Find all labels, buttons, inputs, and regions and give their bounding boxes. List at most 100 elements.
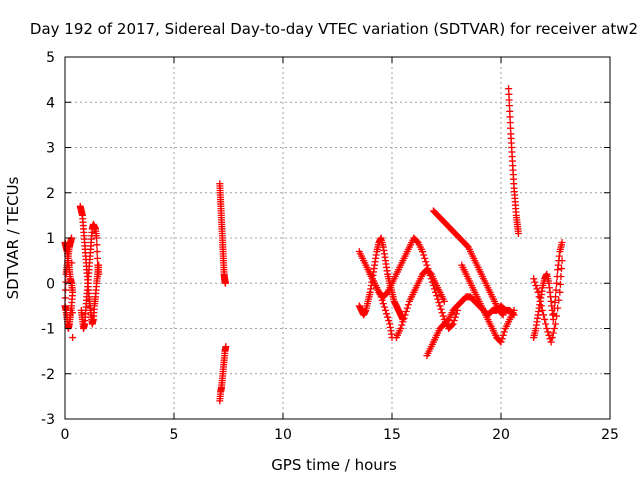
data-point <box>384 313 392 321</box>
data-point <box>419 248 427 256</box>
data-point <box>401 311 409 319</box>
data-point <box>398 321 406 329</box>
y-tick-label: 3 <box>46 141 55 157</box>
data-point <box>555 296 563 304</box>
y-tick-label: 2 <box>46 186 55 202</box>
x-tick-label: 5 <box>170 427 179 443</box>
data-point <box>498 310 506 318</box>
data-point <box>420 251 428 259</box>
data-point <box>558 239 566 247</box>
series-arc-1c <box>77 220 103 332</box>
series-arc-6 <box>392 266 448 342</box>
data-point <box>533 285 541 293</box>
data-point <box>380 303 388 311</box>
data-point <box>68 309 76 317</box>
y-tick-label: 0 <box>46 276 55 292</box>
data-point <box>95 270 103 278</box>
data-point <box>402 308 410 316</box>
series-arc-9 <box>458 261 518 346</box>
data-point <box>556 280 564 288</box>
data-point <box>550 325 558 332</box>
data-point <box>498 335 506 343</box>
data-point <box>532 282 540 290</box>
data-point <box>381 306 389 314</box>
data-point <box>553 279 561 287</box>
data-point <box>557 272 565 280</box>
data-point <box>540 311 548 319</box>
series-arc-2 <box>216 180 229 287</box>
data-point <box>558 257 566 265</box>
data-point <box>397 325 405 332</box>
data-point <box>499 311 507 319</box>
data-point <box>400 314 408 322</box>
data-point <box>543 325 551 332</box>
y-tick-label: 5 <box>46 50 55 66</box>
data-point <box>552 293 559 301</box>
x-tick-label: 25 <box>601 427 619 443</box>
data-point <box>62 286 70 294</box>
data-point <box>440 297 448 305</box>
data-point <box>435 298 443 306</box>
axis-ticks: 0 5 10 15 20 25 -3 -2 -1 0 1 2 3 4 5 <box>41 50 619 443</box>
data-point <box>510 306 518 314</box>
series-arc-1a <box>61 234 77 342</box>
y-tick-label: 1 <box>46 231 55 247</box>
y-axis-label: SDTVAR / TECUs <box>4 176 22 299</box>
data-point <box>62 278 70 286</box>
data-point <box>536 297 544 305</box>
data-point <box>403 304 411 312</box>
data-point <box>499 331 507 339</box>
data-point <box>542 320 550 328</box>
x-tick-label: 0 <box>61 427 70 443</box>
data-point <box>538 306 546 314</box>
data-point <box>549 329 557 337</box>
series-arc-11 <box>530 239 566 342</box>
data-point <box>379 300 387 308</box>
data-point <box>385 317 393 325</box>
data-point <box>68 284 76 292</box>
data-point <box>69 334 77 342</box>
data-point <box>93 254 101 262</box>
data-point <box>530 275 538 283</box>
data-point <box>221 279 229 287</box>
x-tick-label: 15 <box>383 427 401 443</box>
data-point <box>450 317 458 325</box>
data-point <box>552 320 559 328</box>
data-point <box>437 305 445 313</box>
data-point <box>514 229 522 237</box>
x-axis-label: GPS time / hours <box>271 456 397 474</box>
x-tick-label: 10 <box>274 427 292 443</box>
data-point <box>93 248 101 256</box>
y-tick-label: -2 <box>41 367 55 383</box>
data-point <box>68 259 76 267</box>
data-point <box>222 343 230 351</box>
data-point <box>553 312 561 320</box>
data-point <box>534 288 542 296</box>
data-point <box>544 328 552 336</box>
y-tick-label: -3 <box>41 412 55 428</box>
data-point <box>383 310 391 318</box>
series-arc-12 <box>530 257 566 346</box>
data-points <box>61 85 566 405</box>
grid-lines <box>65 57 610 419</box>
series-arc-3 <box>216 343 230 405</box>
data-point <box>554 304 562 312</box>
series-arc-8 <box>429 207 507 319</box>
data-point <box>535 293 543 301</box>
data-point <box>433 292 441 300</box>
data-point <box>531 278 539 286</box>
data-point <box>541 315 549 323</box>
x-tick-label: 20 <box>492 427 510 443</box>
data-point <box>421 254 429 262</box>
series-arc-4a <box>355 234 407 323</box>
data-point <box>497 338 505 346</box>
data-point <box>452 310 460 318</box>
data-point <box>556 288 564 296</box>
data-point <box>547 338 555 346</box>
data-point <box>552 286 560 294</box>
chart-title: Day 192 of 2017, Sidereal Day-to-day VTE… <box>30 20 638 38</box>
data-point <box>436 302 444 310</box>
data-point <box>93 241 101 249</box>
